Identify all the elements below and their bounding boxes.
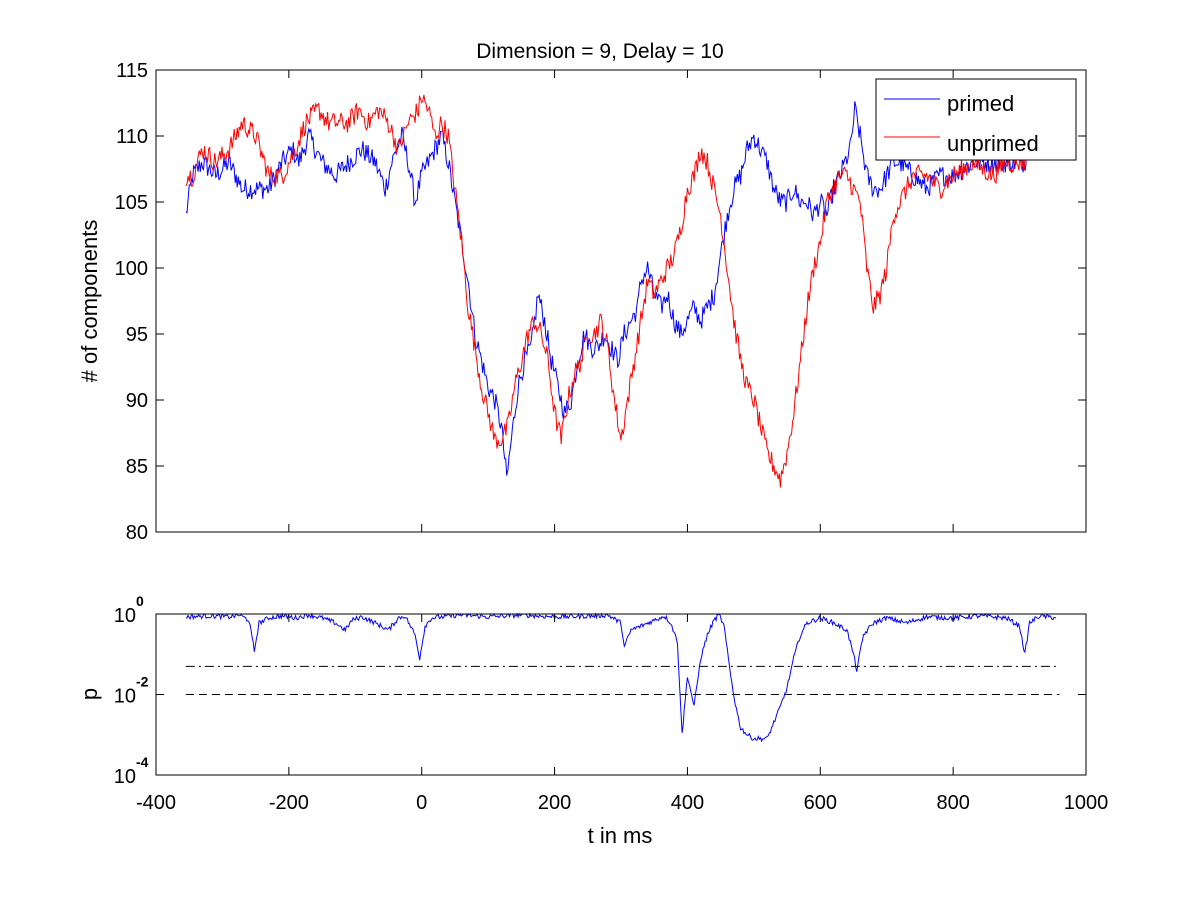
- bottom-xtick-label: -200: [269, 792, 309, 814]
- top-ytick-label: 105: [115, 192, 148, 214]
- top-ylabel: # of components: [77, 220, 102, 383]
- bottom-series-line-0: [185, 612, 1057, 743]
- top-ytick-label: 110: [116, 126, 148, 148]
- top-ytick-label: 115: [116, 60, 148, 82]
- top-axes-frame: [155, 69, 1087, 533]
- top-ytick-label: 95: [126, 324, 148, 346]
- bottom-series: [185, 612, 1057, 743]
- top-ticks: 80 85 90 95 100 105 110 115: [115, 60, 1087, 544]
- bottom-ytick-exponent: 0: [136, 593, 144, 609]
- bottom-xtick-label: 800: [936, 792, 969, 814]
- top-chart-title: Dimension = 9, Delay = 10: [476, 40, 723, 63]
- bottom-xtick-label: 400: [671, 792, 704, 814]
- bottom-axes-frame: [155, 613, 1087, 776]
- legend-label-primed: primed: [947, 91, 1014, 116]
- bottom-ytick-exponent: -2: [136, 674, 149, 690]
- bottom-ytick-base: 10: [114, 605, 136, 627]
- top-ytick-label: 85: [126, 456, 148, 478]
- bottom-ytick-exponent: -4: [136, 754, 149, 770]
- bottom-xtick-label: 0: [416, 792, 427, 814]
- bottom-xlabel: t in ms: [588, 823, 653, 848]
- bottom-ylabel: p: [77, 688, 102, 700]
- top-ytick-label: 90: [126, 390, 148, 412]
- bottom-ytick-base: 10: [114, 766, 136, 788]
- top-panel: Dimension = 9, Delay = 10 80 85 90 95 100 105…: [77, 40, 1087, 544]
- bottom-xtick-label: -400: [136, 792, 176, 814]
- bottom-xtick-label: 1000: [1064, 792, 1109, 814]
- legend-box: [875, 78, 1077, 161]
- bottom-xtick-label: 200: [538, 792, 571, 814]
- bottom-reference-lines: [185, 665, 1060, 695]
- top-ytick-label: 80: [126, 522, 148, 544]
- top-ytick-label: 100: [115, 258, 148, 280]
- legend-label-unprimed: unprimed: [947, 131, 1039, 156]
- legend: primed unprimed: [875, 78, 1077, 161]
- bottom-xtick-label: 600: [804, 792, 837, 814]
- bottom-ytick-base: 10: [114, 686, 136, 708]
- top-series-line-unprimed: [185, 94, 1027, 488]
